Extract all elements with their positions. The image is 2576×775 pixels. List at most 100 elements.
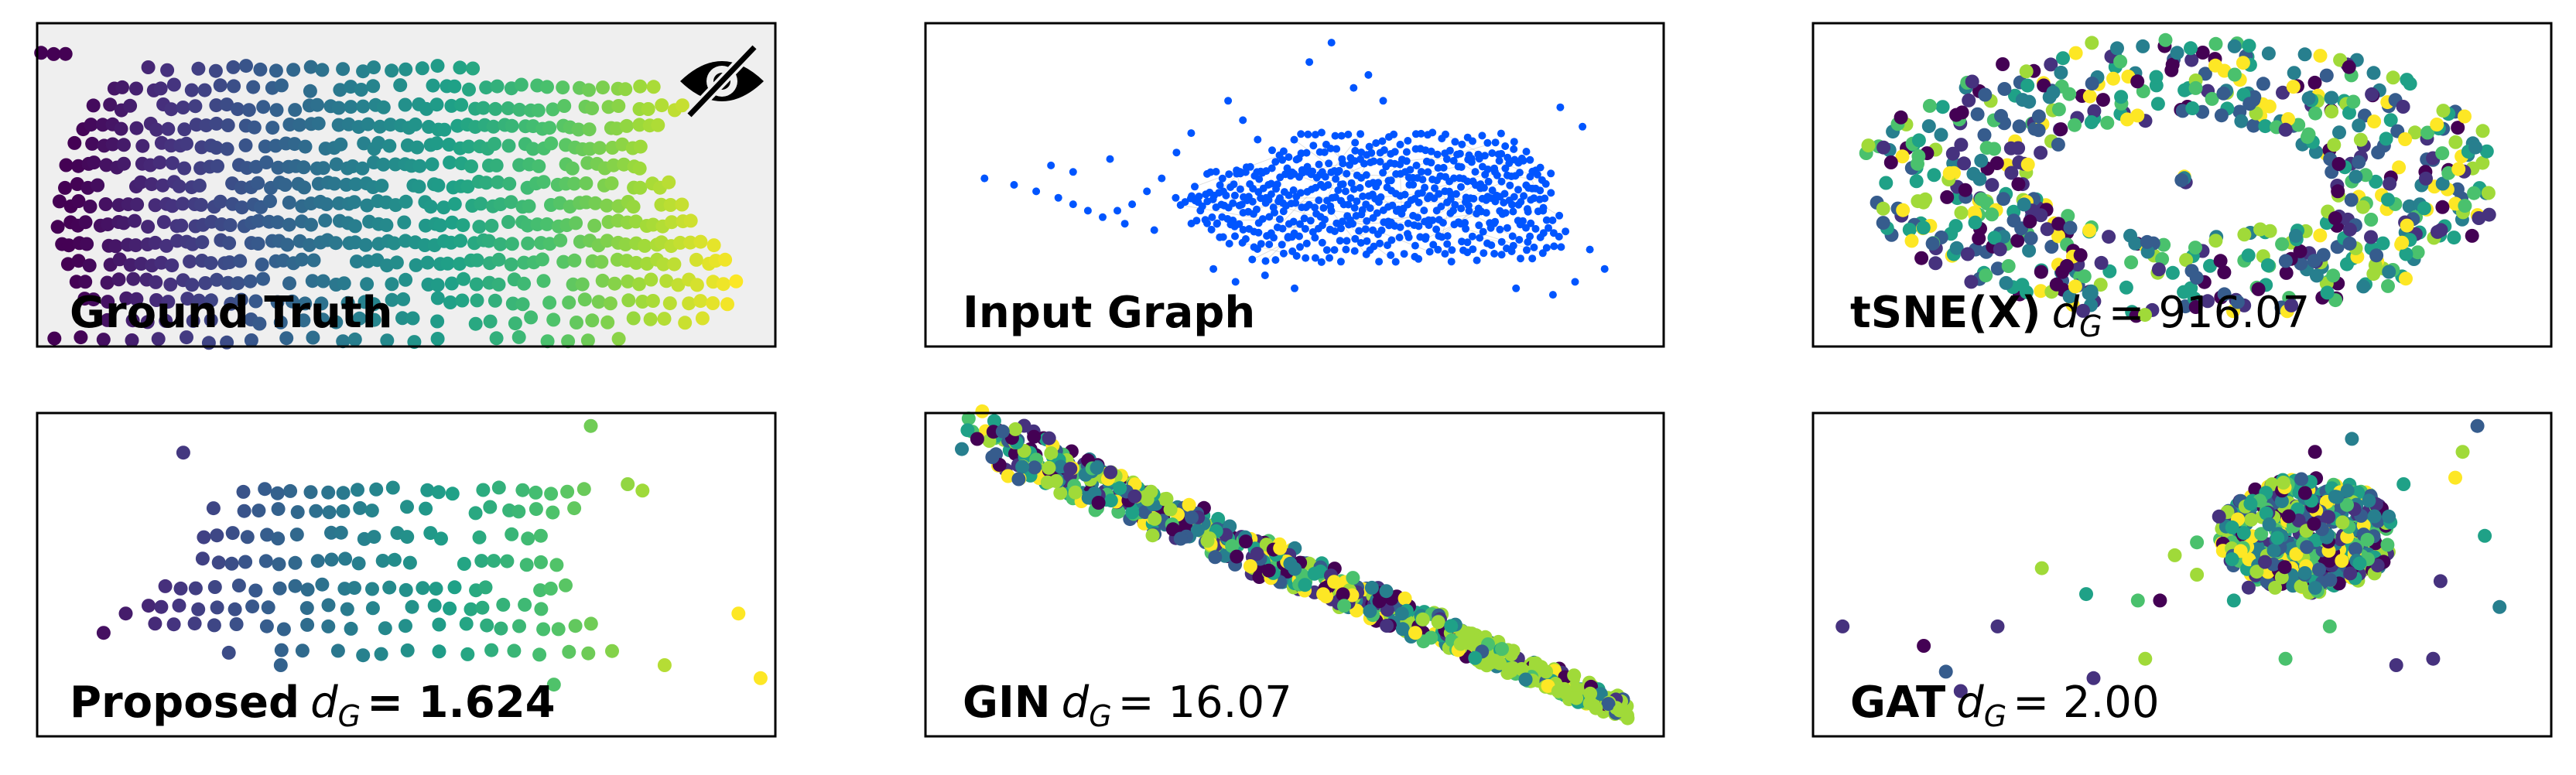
data-point bbox=[2431, 225, 2444, 239]
data-point bbox=[2068, 118, 2082, 132]
data-point bbox=[534, 555, 548, 569]
data-point bbox=[1351, 248, 1359, 255]
data-point bbox=[1551, 685, 1565, 698]
data-point bbox=[1297, 130, 1305, 138]
data-point bbox=[238, 504, 251, 518]
data-point bbox=[337, 486, 351, 500]
data-point bbox=[2140, 235, 2154, 249]
data-point bbox=[1295, 155, 1303, 162]
data-point bbox=[1011, 473, 1025, 487]
data-point bbox=[46, 47, 60, 61]
data-point bbox=[2352, 557, 2366, 571]
data-point bbox=[2482, 208, 2496, 222]
data-point bbox=[2024, 231, 2038, 245]
data-point bbox=[1556, 104, 1564, 111]
data-point bbox=[367, 60, 381, 74]
data-point bbox=[2153, 593, 2167, 607]
data-point bbox=[1910, 174, 1924, 188]
data-point bbox=[2166, 266, 2180, 280]
data-point bbox=[431, 59, 445, 73]
data-point bbox=[1523, 246, 1531, 254]
data-point bbox=[1443, 155, 1451, 163]
data-point bbox=[1523, 148, 1531, 155]
data-point bbox=[2261, 258, 2275, 272]
data-point bbox=[332, 101, 346, 115]
data-point bbox=[2364, 213, 2378, 227]
data-point bbox=[429, 582, 443, 596]
data-point bbox=[2184, 41, 2198, 55]
data-point bbox=[1555, 233, 1563, 241]
data-point bbox=[1239, 534, 1253, 548]
data-point bbox=[2242, 581, 2256, 595]
data-point bbox=[1104, 493, 1118, 507]
data-point bbox=[1463, 248, 1471, 256]
data-point bbox=[1362, 225, 1370, 233]
data-point bbox=[207, 618, 221, 632]
data-point bbox=[1458, 163, 1466, 171]
data-point bbox=[433, 218, 447, 232]
data-point bbox=[130, 197, 144, 211]
data-point bbox=[604, 296, 617, 310]
data-point bbox=[1911, 157, 1924, 171]
data-point bbox=[1969, 216, 1982, 230]
data-point bbox=[1526, 156, 1534, 164]
data-point bbox=[353, 501, 367, 515]
data-point bbox=[1391, 148, 1399, 155]
data-point bbox=[2332, 125, 2346, 139]
data-point bbox=[1940, 190, 1954, 204]
data-point bbox=[2312, 562, 2326, 576]
data-point bbox=[388, 553, 402, 567]
data-point bbox=[1434, 151, 1442, 159]
data-point bbox=[1328, 39, 1336, 46]
data-point bbox=[248, 584, 262, 598]
data-point bbox=[290, 527, 304, 541]
data-point bbox=[164, 102, 178, 116]
data-point bbox=[2331, 184, 2345, 198]
data-point bbox=[1325, 159, 1332, 167]
data-point bbox=[195, 235, 209, 249]
data-point bbox=[230, 617, 244, 631]
data-point bbox=[1579, 123, 1586, 131]
data-point bbox=[327, 177, 341, 191]
data-point bbox=[403, 556, 417, 570]
data-point bbox=[1121, 220, 1129, 227]
data-point bbox=[480, 619, 494, 633]
data-point bbox=[1249, 198, 1257, 206]
data-point bbox=[238, 555, 252, 569]
data-point bbox=[1487, 241, 1495, 249]
data-point bbox=[447, 80, 461, 94]
data-point bbox=[165, 258, 179, 272]
data-point bbox=[173, 179, 186, 193]
data-point bbox=[1224, 97, 1232, 104]
data-point bbox=[1462, 225, 1469, 233]
data-point bbox=[1420, 207, 1428, 214]
data-point bbox=[633, 181, 647, 195]
data-point bbox=[2458, 110, 2472, 124]
data-point bbox=[160, 63, 174, 77]
data-point bbox=[553, 234, 567, 248]
data-point bbox=[2482, 186, 2496, 200]
data-point bbox=[641, 102, 655, 116]
data-point bbox=[1980, 141, 1994, 155]
data-point bbox=[310, 98, 324, 112]
data-point bbox=[1302, 225, 1309, 233]
data-point bbox=[354, 83, 368, 97]
data-point bbox=[2437, 104, 2451, 118]
data-point bbox=[359, 238, 373, 252]
data-point bbox=[522, 200, 536, 213]
data-point bbox=[1421, 184, 1428, 192]
data-point bbox=[2361, 533, 2375, 547]
data-point bbox=[1432, 226, 1440, 234]
data-point bbox=[1961, 248, 1975, 261]
data-point bbox=[1549, 291, 1557, 299]
data-point bbox=[1396, 622, 1410, 636]
data-point bbox=[1425, 221, 1433, 229]
data-point bbox=[567, 177, 581, 191]
data-point bbox=[431, 278, 445, 292]
data-point bbox=[457, 557, 471, 571]
data-point bbox=[1415, 199, 1423, 207]
data-point bbox=[2323, 620, 2337, 633]
data-point bbox=[148, 616, 162, 630]
data-point bbox=[1496, 157, 1504, 165]
data-point bbox=[2382, 510, 2396, 524]
